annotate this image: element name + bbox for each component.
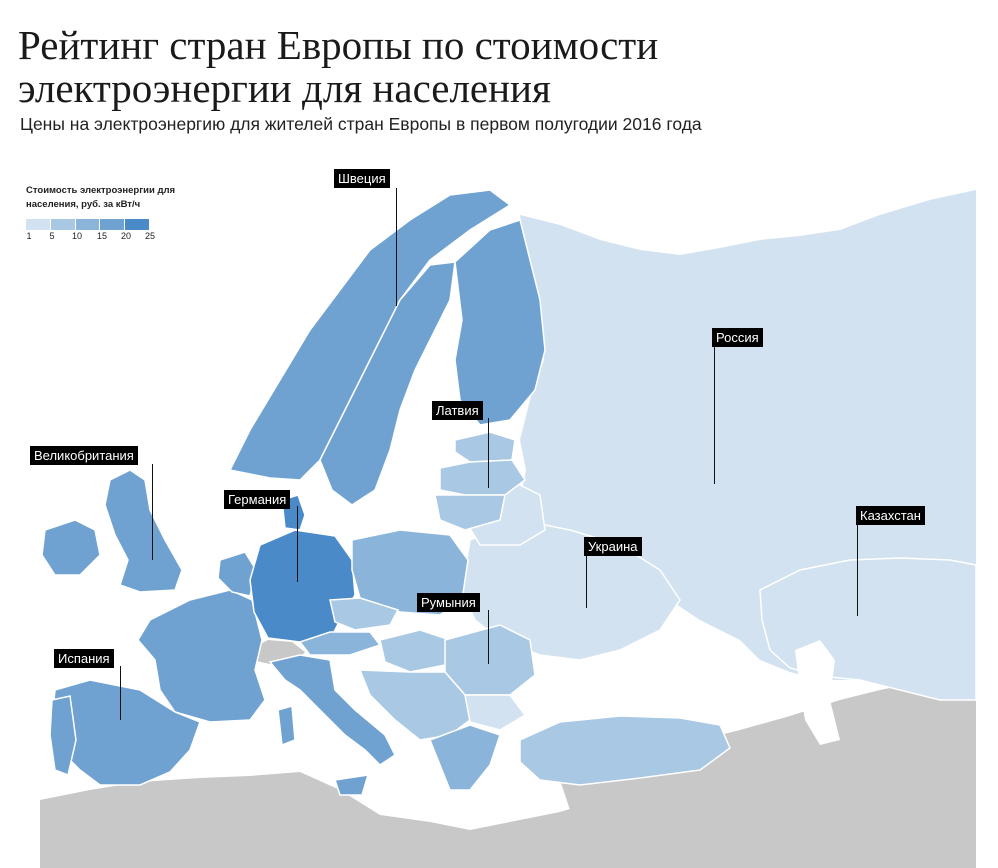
- region-austria[interactable]: [298, 631, 382, 656]
- legend-tick: 20: [120, 231, 132, 241]
- legend-tick: 1: [26, 231, 32, 241]
- legend-swatch: [100, 219, 126, 230]
- leader-line: [396, 188, 397, 306]
- page-subtitle: Цены на электроэнергию для жителей стран…: [20, 114, 702, 134]
- europe-map: [40, 189, 977, 868]
- leader-line: [714, 346, 715, 484]
- region-estonia[interactable]: [454, 431, 516, 463]
- region-portugal[interactable]: [49, 695, 77, 777]
- region-sicily[interactable]: [334, 774, 370, 796]
- map-area: [0, 148, 998, 868]
- legend-swatch: [26, 219, 51, 230]
- region-bulgaria[interactable]: [464, 694, 527, 731]
- label-germany[interactable]: Германия: [224, 490, 291, 509]
- region-finland[interactable]: [454, 219, 546, 426]
- region-latvia[interactable]: [439, 459, 527, 496]
- label-latvia[interactable]: Латвия: [432, 401, 483, 420]
- region-ireland[interactable]: [41, 519, 101, 576]
- legend-swatch: [125, 219, 150, 230]
- label-sweden[interactable]: Швеция: [334, 169, 390, 188]
- middle-east: [560, 670, 976, 868]
- legend-tick: 15: [96, 231, 108, 241]
- region-romania[interactable]: [444, 624, 536, 696]
- region-benelux[interactable]: [217, 551, 257, 597]
- north-africa: [40, 772, 660, 868]
- label-uk[interactable]: Великобритания: [30, 446, 138, 465]
- region-sweden[interactable]: [319, 261, 456, 506]
- legend-swatch: [75, 219, 101, 230]
- leader-line: [488, 418, 489, 488]
- label-russia[interactable]: Россия: [712, 328, 763, 347]
- region-uk[interactable]: [104, 469, 183, 593]
- region-greece[interactable]: [429, 724, 501, 791]
- leader-line: [488, 610, 489, 664]
- leader-line: [297, 506, 298, 582]
- region-kazakhstan[interactable]: [759, 557, 977, 701]
- legend-ticks: 1 5 10 15 20 25: [26, 231, 156, 243]
- leader-line: [152, 464, 153, 560]
- page-title: Рейтинг стран Европы по стоимости электр…: [18, 22, 659, 111]
- legend-color-bar: [26, 219, 150, 230]
- region-balkans[interactable]: [358, 669, 471, 741]
- leader-line: [586, 554, 587, 608]
- label-kazakhstan[interactable]: Казахстан: [856, 506, 925, 525]
- region-lithuania[interactable]: [434, 494, 506, 531]
- caspian-sea: [795, 640, 840, 745]
- leader-line: [120, 666, 121, 720]
- region-sardinia[interactable]: [277, 705, 296, 747]
- legend-tick: 10: [71, 231, 83, 241]
- region-italy[interactable]: [268, 654, 396, 766]
- region-turkey[interactable]: [519, 715, 731, 786]
- black-sea: [522, 668, 690, 722]
- region-germany[interactable]: [249, 529, 356, 643]
- legend-title: Стоимость электроэнергии для населения, …: [26, 185, 176, 210]
- label-romania[interactable]: Румыния: [417, 593, 480, 612]
- label-ukraine[interactable]: Украина: [584, 537, 642, 556]
- legend-tick: 25: [144, 231, 156, 241]
- region-czechia[interactable]: [329, 597, 400, 631]
- legend-swatch: [50, 219, 76, 230]
- leader-line: [857, 524, 858, 616]
- legend-tick: 5: [49, 231, 55, 241]
- label-spain[interactable]: Испания: [54, 649, 114, 668]
- region-hungary[interactable]: [379, 629, 451, 673]
- legend: Стоимость электроэнергии для населения, …: [26, 184, 216, 243]
